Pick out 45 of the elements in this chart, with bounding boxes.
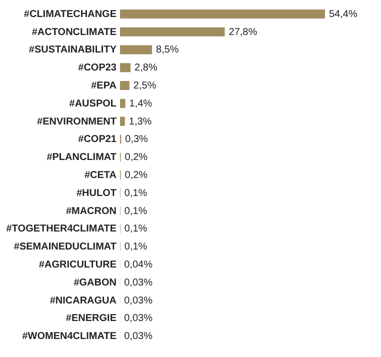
bar [120, 9, 325, 18]
y-tick-label: #COP21 [78, 134, 117, 146]
y-tick-label: #COP23 [78, 62, 117, 74]
bar [120, 98, 126, 108]
data-label: 1,4% [129, 98, 152, 110]
bar [120, 27, 225, 36]
y-tick-label: #AUSPOL [69, 98, 116, 110]
bar [120, 81, 130, 90]
y-tick-label: #SEMAINEDUCLIMAT [14, 242, 116, 253]
data-label: 0,1% [124, 188, 148, 199]
data-label: 8,5% [156, 44, 179, 56]
y-tick-label: #WOMEN4CLIMATE [22, 331, 117, 342]
data-label: 0,2% [124, 152, 148, 164]
data-label: 2,8% [134, 62, 158, 74]
y-tick-label: #GABON [74, 277, 116, 288]
y-tick-label: #TOGETHER4CLIMATE [6, 224, 117, 235]
data-label: 0,1% [124, 224, 148, 235]
data-label: 0,03% [124, 295, 153, 306]
data-label: 54,4% [329, 8, 358, 20]
y-tick-label: #AGRICULTURE [38, 259, 117, 270]
y-tick-label: #ENVIRONMENT [37, 116, 116, 128]
y-tick-label: #PLANCLIMAT [46, 152, 116, 164]
data-label: 0,2% [124, 170, 148, 181]
data-label: 2,5% [133, 80, 156, 92]
data-label: 0,3% [125, 134, 148, 146]
data-label: 27,8% [228, 26, 258, 38]
y-tick-label: #MACRON [66, 206, 116, 217]
y-tick-label: #EPA [91, 80, 116, 92]
data-label: 0,04% [124, 259, 153, 270]
bar [120, 116, 125, 126]
y-tick-label: #HULOT [76, 188, 116, 199]
data-label: 0,03% [124, 313, 153, 324]
bar [120, 45, 152, 54]
data-label: 0,03% [124, 277, 153, 288]
data-label: 0,1% [124, 242, 148, 253]
y-tick-label: #SUSTAINABILITY [28, 44, 117, 56]
y-tick-label: #ACTONCLIMATE [32, 26, 117, 38]
data-label: 1,3% [128, 116, 152, 128]
y-tick-label: #NICARAGUA [50, 295, 116, 306]
data-label: 0,03% [124, 331, 153, 342]
y-tick-label: #CETA [84, 170, 116, 181]
y-tick-label: #ENERGIE [66, 313, 117, 324]
data-label: 0,1% [124, 206, 148, 217]
bar [120, 63, 131, 72]
y-tick-label: #CLIMATECHANGE [24, 8, 117, 20]
